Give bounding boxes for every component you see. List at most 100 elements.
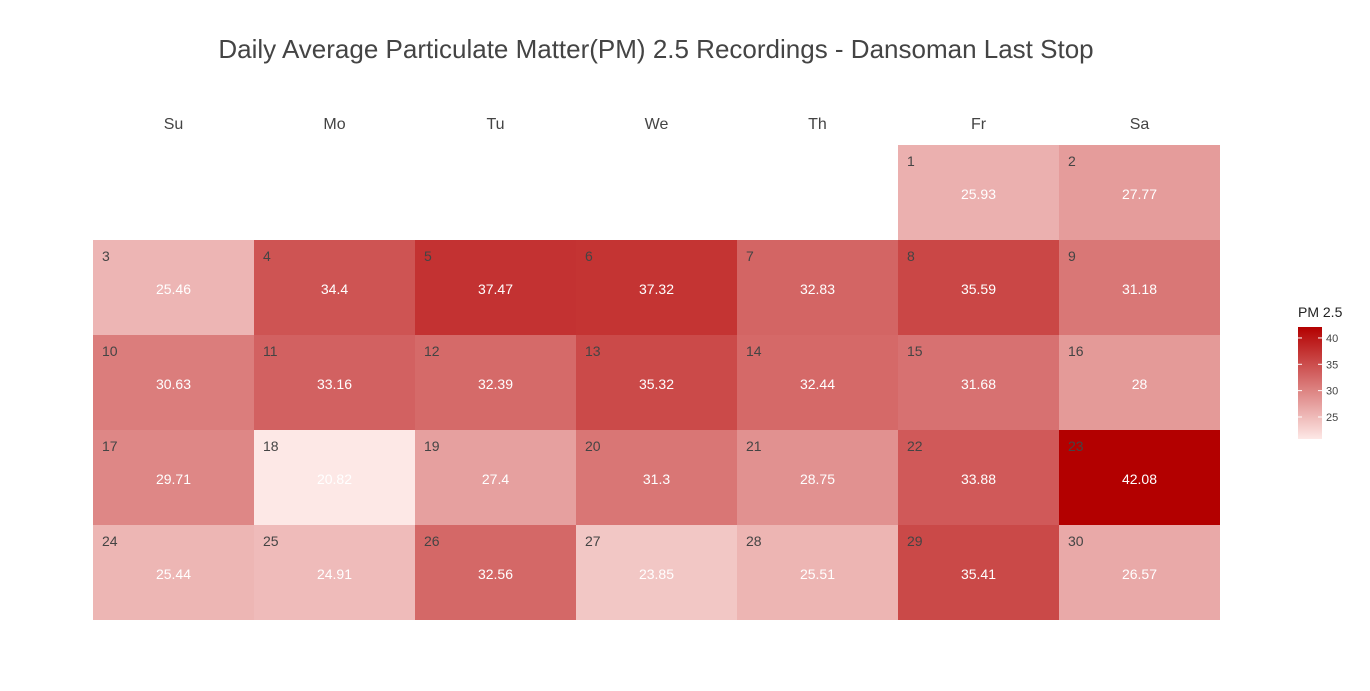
legend-colorbar xyxy=(1298,327,1322,439)
day-cell-fill xyxy=(1059,335,1220,430)
day-cell: 325.46 xyxy=(93,240,254,335)
day-number: 27 xyxy=(585,533,601,549)
day-number: 16 xyxy=(1068,343,1084,359)
day-cell-fill xyxy=(415,430,576,525)
day-cell: 29 35.41 xyxy=(898,525,1059,620)
day-number: 6 xyxy=(585,248,593,264)
day-number: 11 xyxy=(263,343,278,359)
day-number: 3 xyxy=(102,248,110,264)
day-value: 26.57 xyxy=(1122,566,1157,582)
day-number: 21 xyxy=(746,438,762,454)
day-value: 31.18 xyxy=(1122,281,1157,297)
day-cell-fill xyxy=(898,525,1059,620)
day-number: 2 xyxy=(1068,153,1076,169)
day-cell-fill xyxy=(254,335,415,430)
day-value: 37.32 xyxy=(639,281,674,297)
day-cell: 18 20.82 xyxy=(254,430,415,525)
day-cell: 22 33.88 xyxy=(898,430,1059,525)
day-value: 34.4 xyxy=(321,281,348,297)
day-value: 25.46 xyxy=(156,281,191,297)
day-cell-fill xyxy=(576,430,737,525)
day-cell: 21 28.75 xyxy=(737,430,898,525)
day-cell: 30 26.57 xyxy=(1059,525,1220,620)
day-cell-fill xyxy=(254,240,415,335)
day-value: 27.77 xyxy=(1122,186,1157,202)
day-number: 30 xyxy=(1068,533,1084,549)
day-number: 13 xyxy=(585,343,601,359)
day-cell-fill xyxy=(737,335,898,430)
day-number: 15 xyxy=(907,343,923,359)
weekday-label: Sa xyxy=(1130,116,1150,133)
day-number: 7 xyxy=(746,248,754,264)
day-value: 33.88 xyxy=(961,471,996,487)
weekday-labels: Su Mo Tu We Th Fr Sa xyxy=(164,116,1150,133)
day-cell: 24 25.44 xyxy=(93,525,254,620)
weekday-label: Th xyxy=(808,116,827,133)
day-number: 25 xyxy=(263,533,279,549)
legend-title: PM 2.5 xyxy=(1298,304,1343,320)
day-number: 1 xyxy=(907,153,915,169)
day-cell: 27 23.85 xyxy=(576,525,737,620)
day-cell-fill xyxy=(415,525,576,620)
day-number: 29 xyxy=(907,533,923,549)
day-number: 22 xyxy=(907,438,923,454)
legend-tick-label: 40 xyxy=(1326,333,1338,345)
day-cell: 15 31.68 xyxy=(898,335,1059,430)
day-value: 25.51 xyxy=(800,566,835,582)
day-value: 32.83 xyxy=(800,281,835,297)
day-cell: 11 33.16 xyxy=(254,335,415,430)
day-number: 18 xyxy=(263,438,279,454)
day-number: 10 xyxy=(102,343,118,359)
legend-tick-label: 35 xyxy=(1326,359,1338,371)
day-cell: 14 32.44 xyxy=(737,335,898,430)
day-number: 28 xyxy=(746,533,762,549)
day-value: 31.68 xyxy=(961,376,996,392)
chart-title: Daily Average Particulate Matter(PM) 2.5… xyxy=(218,34,1093,64)
day-value: 23.85 xyxy=(639,566,674,582)
weekday-label: Tu xyxy=(486,116,504,133)
legend-ticks: 25 30 35 40 xyxy=(1298,333,1338,424)
day-cell-fill xyxy=(737,525,898,620)
day-number: 26 xyxy=(424,533,440,549)
weekday-label: We xyxy=(645,116,669,133)
day-value: 42.08 xyxy=(1122,471,1157,487)
day-cell: 20 31.3 xyxy=(576,430,737,525)
day-cell: 26 32.56 xyxy=(415,525,576,620)
weekday-label: Fr xyxy=(971,116,987,133)
day-value: 32.56 xyxy=(478,566,513,582)
day-value: 25.44 xyxy=(156,566,191,582)
day-cell-fill xyxy=(737,430,898,525)
legend-tick-label: 25 xyxy=(1326,412,1338,424)
day-value: 25.93 xyxy=(961,186,996,202)
day-cell: 227.77 xyxy=(1059,145,1220,240)
day-cell-fill xyxy=(93,240,254,335)
day-cell: 434.4 xyxy=(254,240,415,335)
day-value: 35.32 xyxy=(639,376,674,392)
day-cell-fill xyxy=(1059,525,1220,620)
color-legend: PM 2.5 25 30 35 40 xyxy=(1298,304,1343,439)
day-number: 12 xyxy=(424,343,440,359)
day-number: 19 xyxy=(424,438,440,454)
day-number: 4 xyxy=(263,248,271,264)
day-cell-fill xyxy=(254,525,415,620)
day-number: 9 xyxy=(1068,248,1076,264)
day-value: 30.63 xyxy=(156,376,191,392)
day-cell-fill xyxy=(576,335,737,430)
day-cell-fill xyxy=(93,525,254,620)
day-number: 24 xyxy=(102,533,118,549)
day-cell-fill xyxy=(415,335,576,430)
day-cell: 28 25.51 xyxy=(737,525,898,620)
day-cell-fill xyxy=(898,240,1059,335)
day-cell-fill xyxy=(1059,145,1220,240)
day-cell: 931.18 xyxy=(1059,240,1220,335)
day-value: 28 xyxy=(1132,376,1148,392)
day-cell-fill xyxy=(898,335,1059,430)
day-cell: 732.83 xyxy=(737,240,898,335)
day-value: 29.71 xyxy=(156,471,191,487)
weekday-label: Mo xyxy=(323,116,345,133)
day-cell-fill xyxy=(576,525,737,620)
day-cell-fill xyxy=(898,430,1059,525)
day-value: 33.16 xyxy=(317,376,352,392)
day-cell-fill xyxy=(93,430,254,525)
